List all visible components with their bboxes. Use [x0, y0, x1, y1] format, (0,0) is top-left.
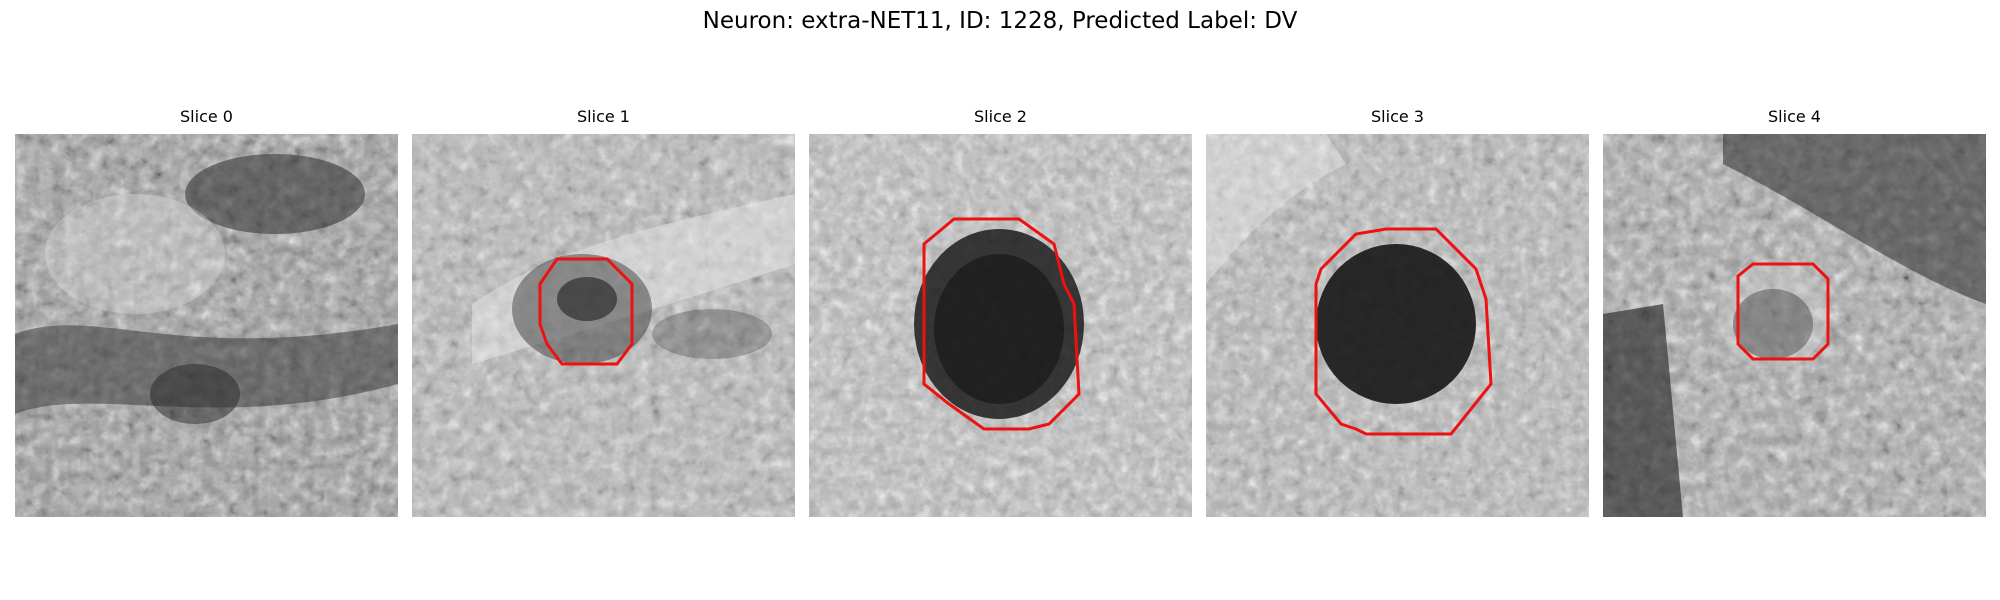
slice-title-4: Slice 4: [1768, 107, 1821, 126]
figure-title: Neuron: extra-NET11, ID: 1228, Predicted…: [702, 8, 1298, 34]
slice-title-2: Slice 2: [974, 107, 1027, 126]
slice-image-4: [1603, 134, 1986, 517]
slice-title-0: Slice 0: [180, 107, 233, 126]
slice-title-3: Slice 3: [1371, 107, 1424, 126]
slice-image-1: [412, 134, 795, 517]
slice-image-0: [15, 134, 398, 517]
slice-image-3: [1206, 134, 1589, 517]
slice-image-2: [809, 134, 1192, 517]
slice-title-1: Slice 1: [577, 107, 630, 126]
slice-contour-4: [1736, 262, 1830, 361]
slice-contour-3: [1314, 227, 1493, 436]
slice-contour-1: [538, 257, 634, 366]
slice-contour-2: [922, 217, 1081, 431]
